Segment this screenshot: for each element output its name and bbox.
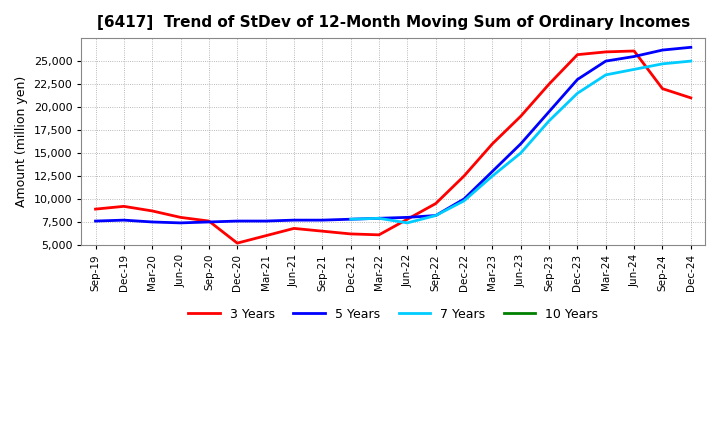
5 Years — [318, 217, 327, 223]
5 Years — [545, 109, 554, 114]
7 Years — [601, 72, 610, 77]
5 Years — [658, 48, 667, 53]
3 Years — [488, 141, 497, 147]
3 Years — [658, 86, 667, 92]
5 Years — [148, 219, 156, 224]
3 Years — [346, 231, 355, 237]
5 Years — [488, 169, 497, 174]
5 Years — [346, 216, 355, 222]
3 Years — [120, 204, 128, 209]
3 Years — [573, 52, 582, 57]
3 Years — [289, 226, 298, 231]
3 Years — [686, 95, 695, 100]
5 Years — [516, 141, 525, 147]
Legend: 3 Years, 5 Years, 7 Years, 10 Years: 3 Years, 5 Years, 7 Years, 10 Years — [184, 303, 603, 326]
7 Years — [516, 150, 525, 156]
3 Years — [233, 241, 242, 246]
Title: [6417]  Trend of StDev of 12-Month Moving Sum of Ordinary Incomes: [6417] Trend of StDev of 12-Month Moving… — [96, 15, 690, 30]
3 Years — [318, 228, 327, 234]
7 Years — [431, 213, 440, 218]
5 Years — [459, 196, 468, 202]
5 Years — [233, 218, 242, 224]
3 Years — [374, 232, 383, 238]
5 Years — [374, 216, 383, 221]
3 Years — [148, 208, 156, 213]
3 Years — [176, 215, 185, 220]
7 Years — [346, 216, 355, 222]
5 Years — [176, 220, 185, 226]
3 Years — [630, 48, 639, 54]
5 Years — [289, 217, 298, 223]
3 Years — [431, 201, 440, 206]
7 Years — [686, 59, 695, 64]
5 Years — [204, 219, 213, 224]
3 Years — [516, 114, 525, 119]
Y-axis label: Amount (million yen): Amount (million yen) — [15, 76, 28, 207]
Line: 5 Years: 5 Years — [96, 48, 690, 223]
7 Years — [573, 91, 582, 96]
3 Years — [91, 206, 100, 212]
3 Years — [601, 49, 610, 55]
7 Years — [545, 118, 554, 124]
Line: 7 Years: 7 Years — [351, 61, 690, 223]
5 Years — [120, 217, 128, 223]
7 Years — [374, 216, 383, 221]
3 Years — [403, 216, 412, 222]
7 Years — [630, 67, 639, 72]
7 Years — [459, 198, 468, 203]
3 Years — [261, 233, 270, 238]
5 Years — [686, 45, 695, 50]
3 Years — [459, 173, 468, 179]
5 Years — [403, 215, 412, 220]
7 Years — [488, 173, 497, 179]
3 Years — [545, 81, 554, 87]
7 Years — [403, 220, 412, 226]
Line: 3 Years: 3 Years — [96, 51, 690, 243]
5 Years — [261, 218, 270, 224]
5 Years — [91, 218, 100, 224]
7 Years — [658, 61, 667, 66]
5 Years — [573, 77, 582, 82]
5 Years — [431, 213, 440, 218]
5 Years — [601, 59, 610, 64]
3 Years — [204, 218, 213, 224]
5 Years — [630, 54, 639, 59]
